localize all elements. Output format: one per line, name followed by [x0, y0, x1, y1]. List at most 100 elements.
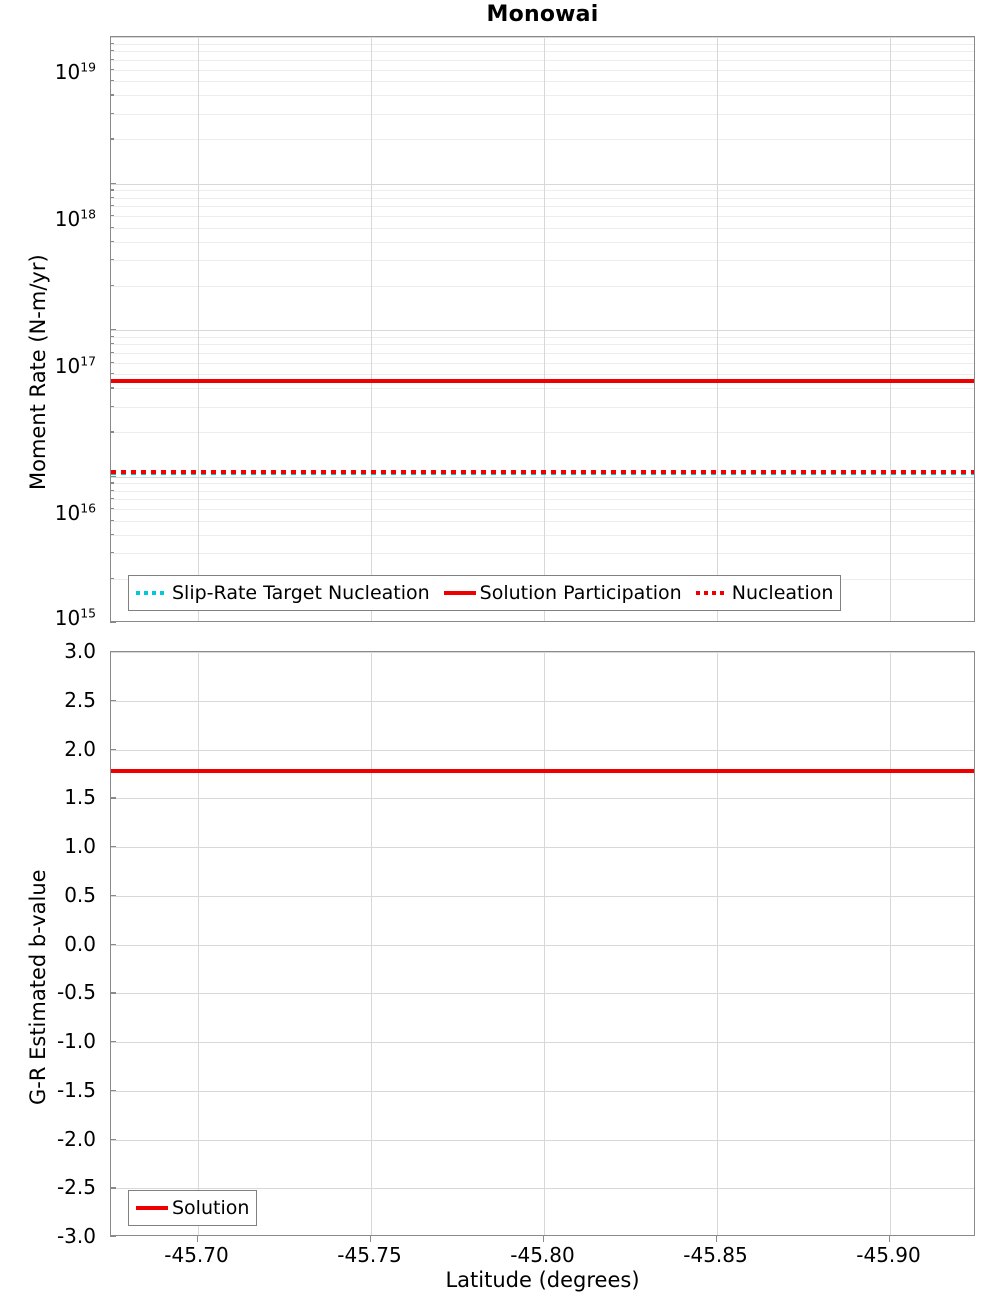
legend-label-slip-rate-target-nucleation: Slip-Rate Target Nucleation: [172, 582, 430, 604]
legend-entry-solution[interactable]: Solution: [136, 1197, 249, 1219]
y-tick-mark: [110, 519, 114, 521]
y-tick-label: 1.5: [64, 785, 96, 810]
y-tick-1e18: 1018: [54, 206, 96, 231]
y-tick-mark: [110, 36, 116, 38]
gridline-horizontal: [111, 374, 974, 376]
y-tick-mark: [110, 482, 114, 484]
y-tick-label: 1.0: [64, 834, 96, 858]
top-y-tick-labels: 1019 1018 1017 1016 1015: [0, 36, 96, 628]
y-tick-1e17: 1017: [54, 353, 96, 378]
moment-rate-plot-area: [110, 36, 975, 622]
y-tick-mark: [110, 42, 114, 44]
y-tick-mark: [110, 699, 116, 702]
y-tick-mark: [110, 284, 114, 287]
bottom-legend[interactable]: Solution: [128, 1190, 258, 1226]
y-tick-mark: [110, 58, 114, 60]
legend-entry-slip-rate-target-nucleation[interactable]: Slip-Rate Target Nucleation: [136, 582, 430, 604]
legend-swatch-cyan-dotted-icon: [136, 591, 168, 595]
gridline-horizontal: [111, 700, 974, 702]
y-tick-mark: [110, 259, 114, 261]
y-tick-mark: [110, 1041, 116, 1043]
legend-swatch-red-solid-icon: [443, 591, 476, 595]
gridline-horizontal: [111, 483, 974, 485]
legend-entry-solution-participation[interactable]: Solution Participation: [443, 582, 682, 604]
y-tick-mark: [110, 498, 114, 500]
gridline-horizontal: [111, 37, 974, 38]
gridline-horizontal: [111, 69, 974, 71]
gridline-horizontal: [111, 190, 974, 192]
gridline-horizontal: [111, 330, 974, 331]
gridline-vertical: [716, 652, 718, 1235]
y-tick-mark: [110, 361, 114, 363]
y-tick-mark: [110, 1236, 116, 1238]
y-tick-label: 0.0: [64, 931, 96, 956]
gridline-horizontal: [111, 520, 974, 522]
gridline-horizontal: [111, 406, 974, 408]
y-tick-mark: [110, 846, 116, 848]
x-tick-mark: [196, 1236, 198, 1242]
legend-entry-nucleation[interactable]: Nucleation: [695, 582, 834, 604]
gridline-horizontal: [111, 432, 974, 434]
gridline-horizontal: [111, 336, 974, 338]
legend-label-nucleation: Nucleation: [731, 582, 834, 604]
gridline-vertical: [543, 652, 545, 1235]
gridline-vertical: [370, 652, 372, 1235]
y-tick-mark: [110, 329, 116, 331]
gridline-vertical: [197, 37, 199, 621]
y-tick-mark: [110, 1187, 116, 1189]
top-gridlines: [111, 37, 974, 621]
x-tick-mark: [715, 1236, 717, 1242]
gridline-horizontal: [111, 490, 974, 492]
series-slip-rate-target-nucleation: [111, 471, 974, 476]
y-tick-mark: [110, 943, 116, 945]
gridline-horizontal: [111, 993, 974, 995]
gridline-horizontal: [111, 81, 974, 83]
legend-swatch-red-solid-icon: [136, 1206, 168, 1210]
gridline-horizontal: [111, 847, 974, 848]
series-solution-participation: [111, 378, 974, 383]
y-tick-label: -2.5: [56, 1175, 96, 1200]
gridline-horizontal: [111, 59, 974, 61]
gridline-vertical: [889, 37, 891, 621]
gridline-vertical: [370, 37, 372, 621]
y-tick-label: -3.0: [56, 1224, 96, 1248]
y-tick-label: 0.5: [64, 882, 96, 907]
y-tick-mark: [110, 182, 116, 184]
y-tick-mark: [110, 335, 114, 337]
y-tick-label: -0.5: [56, 980, 96, 1005]
y-tick-mark: [110, 50, 114, 52]
y-tick-mark: [110, 894, 116, 897]
legend-label-solution: Solution: [172, 1197, 250, 1219]
y-tick-mark: [110, 552, 114, 554]
y-tick-mark: [110, 215, 114, 217]
y-tick-mark: [110, 240, 114, 243]
gridline-horizontal: [111, 1042, 974, 1043]
y-tick-mark: [110, 112, 114, 114]
bottom-gridlines: [111, 652, 974, 1235]
top-data-lines: [111, 37, 974, 621]
y-tick-mark: [110, 189, 114, 191]
x-tick-mark: [542, 1236, 544, 1242]
y-tick-1e15: 1015: [54, 605, 96, 630]
gridline-horizontal: [111, 51, 974, 53]
gridline-horizontal: [111, 227, 974, 229]
y-tick-mark: [110, 1138, 116, 1140]
gridline-horizontal: [111, 352, 974, 354]
gridline-vertical: [543, 37, 545, 621]
figure-title: Monowai: [486, 2, 599, 27]
x-tick-label: -45.80: [510, 1243, 575, 1267]
bottom-y-tick-labels: 3.0 2.5 2.0 1.5 1.0 0.5 0.0 -0.5 -1.0 -1.5 -2.0 -2.…: [0, 641, 96, 1246]
gridline-vertical: [889, 652, 891, 1235]
y-tick-1e16: 1016: [54, 500, 96, 525]
top-legend[interactable]: Slip-Rate Target Nucleation Solution Par…: [128, 575, 842, 611]
y-tick-mark: [110, 797, 116, 799]
legend-label-solution-participation: Solution Participation: [479, 582, 682, 604]
bottom-data-lines: [111, 652, 974, 1235]
y-tick-mark: [110, 68, 114, 70]
y-tick-mark: [110, 748, 116, 750]
y-tick-mark: [110, 343, 114, 345]
gridline-horizontal: [111, 553, 974, 555]
y-tick-mark: [110, 489, 114, 491]
gridline-horizontal: [111, 95, 974, 97]
gridline-horizontal: [111, 113, 974, 115]
